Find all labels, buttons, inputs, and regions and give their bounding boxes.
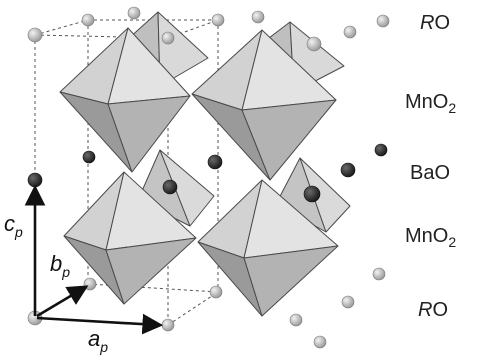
ro-atom — [313, 335, 327, 349]
octahedron-upper-right — [191, 29, 337, 181]
ro-atom — [372, 267, 386, 281]
a-axis-label: ap — [88, 326, 109, 355]
ro-atom — [209, 285, 223, 299]
bao-atoms — [27, 143, 388, 203]
layer-label-upper-mno2: MnO2 — [405, 91, 457, 116]
ro-atom — [343, 25, 357, 39]
bao-atom — [162, 179, 178, 195]
ro-atom — [251, 10, 265, 24]
ro-atom — [161, 31, 175, 45]
c-axis-label: cp — [4, 211, 23, 240]
octahedron-upper-left — [59, 27, 191, 173]
ro-atom — [289, 313, 303, 327]
octahedron-lower-left — [63, 171, 197, 305]
bao-atom — [27, 172, 43, 188]
ro-atom — [376, 14, 390, 28]
ro-atom — [127, 6, 141, 20]
ro-atom — [341, 295, 355, 309]
bao-atom — [340, 162, 356, 178]
ro-atom — [306, 36, 322, 52]
layer-label-top-ro: RO — [420, 12, 451, 34]
ro-atom — [161, 318, 175, 332]
bao-atom — [82, 150, 96, 164]
bao-atom — [303, 185, 321, 203]
lattice-vectors — [24, 184, 164, 335]
layer-label-bottom-ro: RO — [418, 299, 449, 321]
b-axis-arrow — [36, 285, 89, 318]
ro-atom — [211, 13, 225, 27]
b-axis-label: bp — [50, 251, 71, 280]
ro-atoms — [27, 6, 390, 349]
a-axis-arrow — [36, 313, 164, 335]
ro-atom — [83, 277, 97, 291]
ro-atom — [81, 13, 95, 27]
layer-label-lower-mno2: MnO2 — [405, 225, 457, 250]
bao-atom — [374, 143, 388, 157]
bao-atom — [207, 154, 223, 170]
layer-label-bao: BaO — [410, 162, 451, 184]
ro-atom — [27, 27, 43, 43]
octahedron-lower-right — [197, 179, 339, 317]
